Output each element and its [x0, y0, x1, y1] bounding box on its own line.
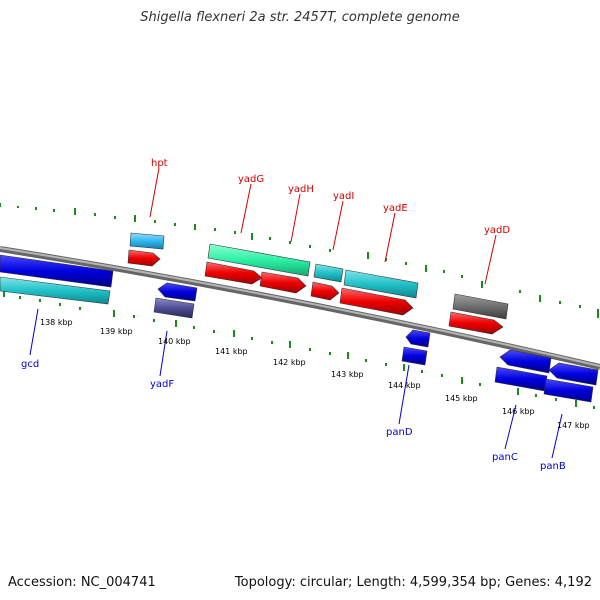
top-label-leaders: [149, 167, 497, 285]
lower-tick-row: [3, 291, 595, 409]
axis-label-146kbp: 146 kbp: [502, 407, 535, 416]
gene-label-yadF[interactable]: yadF: [150, 379, 174, 390]
gene-label-hpt[interactable]: hpt: [151, 158, 168, 169]
axis-label-145kbp: 145 kbp: [445, 394, 478, 403]
gene-label-panC[interactable]: panC: [492, 452, 518, 463]
gene-label-yadH[interactable]: yadH: [288, 184, 314, 195]
gene-feature-yadI-cyan[interactable]: [313, 263, 344, 283]
genome-summary-text: Topology: circular; Length: 4,599,354 bp…: [234, 575, 592, 590]
axis-label-139kbp: 139 kbp: [100, 327, 133, 336]
axis-label-147kbp: 147 kbp: [557, 421, 590, 430]
gene-label-panB[interactable]: panB: [540, 461, 566, 472]
gene-label-gcd[interactable]: gcd: [21, 359, 39, 370]
gene-feature-yadH-red[interactable]: [259, 271, 307, 294]
gene-feature-yadI-red[interactable]: [310, 281, 340, 301]
axis-label-143kbp: 143 kbp: [331, 370, 364, 379]
bottom-label-leaders: [29, 308, 563, 459]
axis-label-138kbp: 138 kbp: [40, 318, 73, 327]
gene-label-yadG[interactable]: yadG: [238, 174, 264, 185]
axis-label-144kbp: 144 kbp: [388, 381, 421, 390]
gene-feature-panB-blue-b[interactable]: [543, 378, 594, 403]
gene-feature-hpt-lightblue[interactable]: [129, 232, 165, 250]
gene-feature-yadG-red[interactable]: [204, 261, 263, 285]
gene-feature-yadE-cyan[interactable]: [343, 269, 419, 299]
gene-label-panD[interactable]: panD: [386, 427, 413, 438]
accession-text: Accession: NC_004741: [8, 575, 156, 590]
gene-feature-yadD-gray[interactable]: [452, 293, 509, 320]
axis-label-141kbp: 141 kbp: [215, 347, 248, 356]
gene-feature-gcd-blue[interactable]: [0, 254, 114, 288]
gene-label-yadD[interactable]: yadD: [484, 225, 510, 236]
gene-feature-yadF-blue[interactable]: [157, 282, 198, 302]
gene-feature-panD-blue-b[interactable]: [401, 346, 428, 366]
gene-feature-yadE-red[interactable]: [339, 287, 414, 316]
gene-feature-gcd-cyan[interactable]: [0, 276, 111, 305]
gene-label-yadE[interactable]: yadE: [383, 203, 408, 214]
gene-label-yadI[interactable]: yadI: [333, 191, 354, 202]
gene-feature-panB-blue-a[interactable]: [548, 362, 599, 386]
axis-label-140kbp: 140 kbp: [158, 337, 191, 346]
axis-label-142kbp: 142 kbp: [273, 358, 306, 367]
gene-feature-yadF-purple[interactable]: [153, 297, 195, 319]
gene-feature-yadD-red[interactable]: [448, 311, 504, 335]
gene-feature-yadG-green[interactable]: [207, 243, 311, 277]
gene-feature-panC-blue-a[interactable]: [499, 349, 552, 374]
map-title: Shigella flexneri 2a str. 2457T, complet…: [140, 10, 460, 25]
upper-tick-row: [0, 203, 599, 318]
gene-feature-panD-blue-a[interactable]: [405, 329, 431, 348]
gene-feature-hpt-red[interactable]: [127, 249, 161, 267]
